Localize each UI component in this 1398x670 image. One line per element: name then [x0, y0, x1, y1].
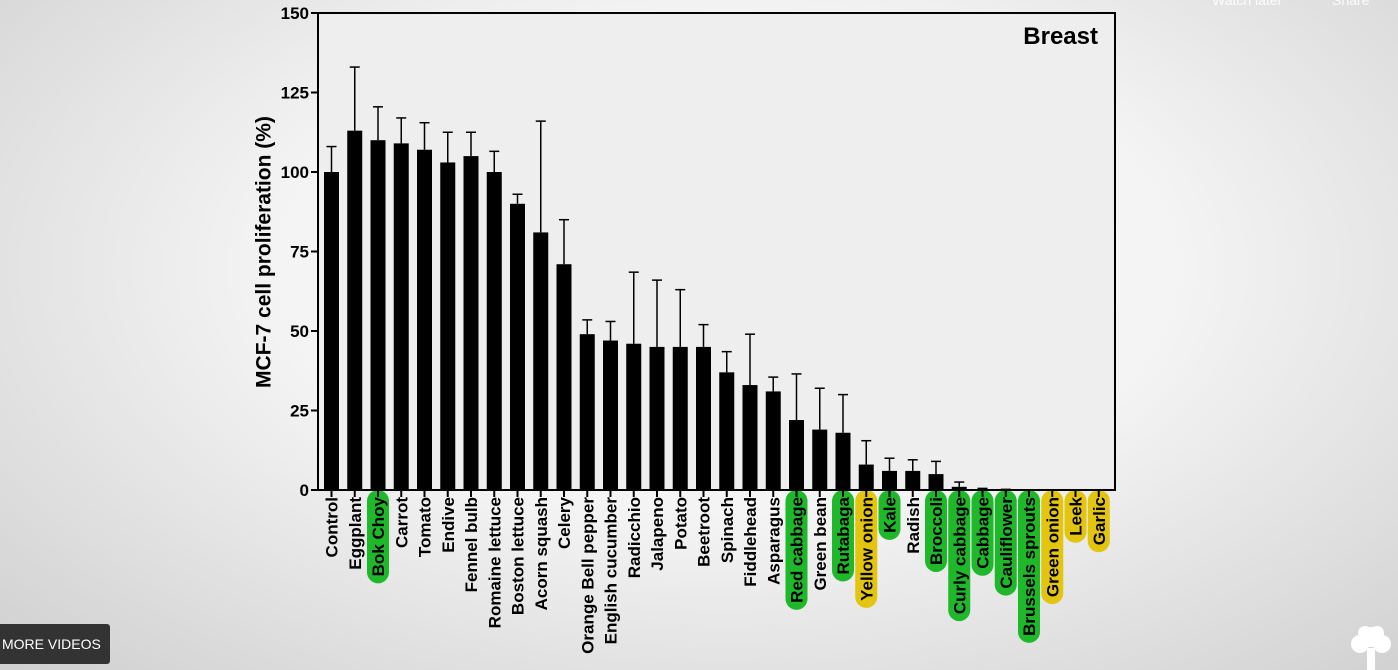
label-highlight-green [1018, 490, 1040, 643]
bar [649, 346, 665, 490]
x-tick-label: Celery [555, 496, 574, 549]
bar [928, 474, 944, 490]
label-highlight-yellow [1041, 490, 1064, 605]
x-tick-label: Fennel bulb [462, 497, 481, 592]
y-tick-label: 125 [281, 84, 309, 103]
bar [951, 486, 967, 490]
bar [882, 470, 897, 490]
x-tick-label: Tomato [416, 497, 435, 557]
label-highlight-yellow [1087, 490, 1110, 553]
x-tick-label: Cauliflower [997, 497, 1016, 589]
label-highlight-green [925, 490, 947, 573]
x-tick-label: Spinach [718, 497, 737, 563]
x-tick-label: Radish [904, 497, 923, 554]
x-tick-label: Endive [439, 497, 458, 553]
x-tick-label: Asparagus [764, 497, 783, 585]
bar [719, 372, 735, 490]
bar [347, 130, 363, 490]
x-tick-label: Cabbage [974, 497, 993, 569]
bar [603, 340, 618, 490]
x-tick-label: Acorn squash [532, 497, 551, 610]
label-highlight-green [994, 490, 1017, 596]
bar [812, 429, 828, 490]
bar [324, 172, 339, 490]
x-tick-label: Boston lettuce [509, 497, 528, 615]
x-tick-label: Jalapeno [648, 497, 667, 571]
y-axis-label: MCF-7 cell proliferation (%) [253, 116, 276, 388]
bar [835, 432, 851, 490]
x-tick-label: Radicchio [625, 497, 644, 578]
x-tick-label: Garlic [1090, 497, 1109, 545]
x-tick-label: Fiddlehead [741, 497, 760, 587]
x-tick-label: Red cabbage [788, 497, 807, 603]
bar [556, 264, 572, 490]
plot-area [318, 13, 1115, 490]
y-tick-label: 100 [281, 163, 309, 182]
tree-icon[interactable] [1348, 622, 1394, 670]
label-highlight-green [971, 490, 994, 576]
bar [672, 346, 688, 490]
y-tick-label: 25 [290, 402, 309, 421]
bar [370, 140, 386, 490]
bar [626, 343, 642, 490]
label-highlight-green [785, 490, 808, 610]
bar [463, 156, 479, 490]
x-tick-label: Romaine lettuce [485, 497, 504, 628]
bar [417, 149, 432, 491]
x-tick-label: Broccoli [927, 497, 946, 565]
x-tick-label: Green onion [1043, 497, 1062, 597]
label-highlight-green [878, 490, 901, 540]
x-tick-label: Green bean [811, 497, 830, 591]
share-button[interactable]: Share [1332, 0, 1370, 8]
x-tick-label: Brussels sprouts [1020, 497, 1039, 636]
x-tick-label: Orange Bell pepper [578, 497, 597, 654]
x-tick-label: Control [323, 497, 342, 557]
y-tick-label: 75 [290, 243, 309, 262]
x-tick-label: Potato [671, 497, 690, 550]
x-tick-label: Eggplant [346, 497, 365, 570]
more-videos-button[interactable]: MORE VIDEOS [0, 624, 110, 664]
bar [789, 420, 804, 490]
y-tick-label: 50 [290, 322, 309, 341]
bar [533, 232, 549, 491]
y-tick-label: 0 [300, 481, 309, 500]
x-tick-label: Curly cabbage [950, 497, 969, 614]
x-tick-label: Carrot [392, 497, 411, 548]
label-highlight-yellow [1064, 490, 1087, 543]
x-tick-label: Kale [881, 497, 900, 533]
bar [440, 162, 456, 490]
bar [905, 470, 921, 490]
bar [765, 391, 781, 490]
y-tick-label: 150 [281, 4, 309, 23]
x-tick-label: Beetroot [695, 497, 714, 567]
label-highlight-green [948, 490, 971, 622]
watch-later-button[interactable]: Watch later [1212, 0, 1283, 8]
x-tick-label: Leek [1067, 496, 1086, 535]
label-highlight-green [832, 490, 854, 582]
bar [393, 143, 409, 490]
bar [696, 346, 711, 490]
bar [486, 172, 502, 490]
label-highlight-yellow [855, 490, 878, 608]
x-tick-label: Rutabaga [834, 496, 853, 574]
x-tick-label: Bok Choy [369, 496, 388, 576]
bar [579, 334, 595, 490]
x-tick-label: English cucumber [602, 497, 621, 645]
bar [742, 385, 758, 490]
label-highlight-green [367, 490, 389, 584]
chart-title: Breast [1023, 23, 1098, 50]
x-tick-label: Yellow onion [857, 497, 876, 601]
bar [858, 464, 874, 490]
bar [510, 203, 525, 491]
